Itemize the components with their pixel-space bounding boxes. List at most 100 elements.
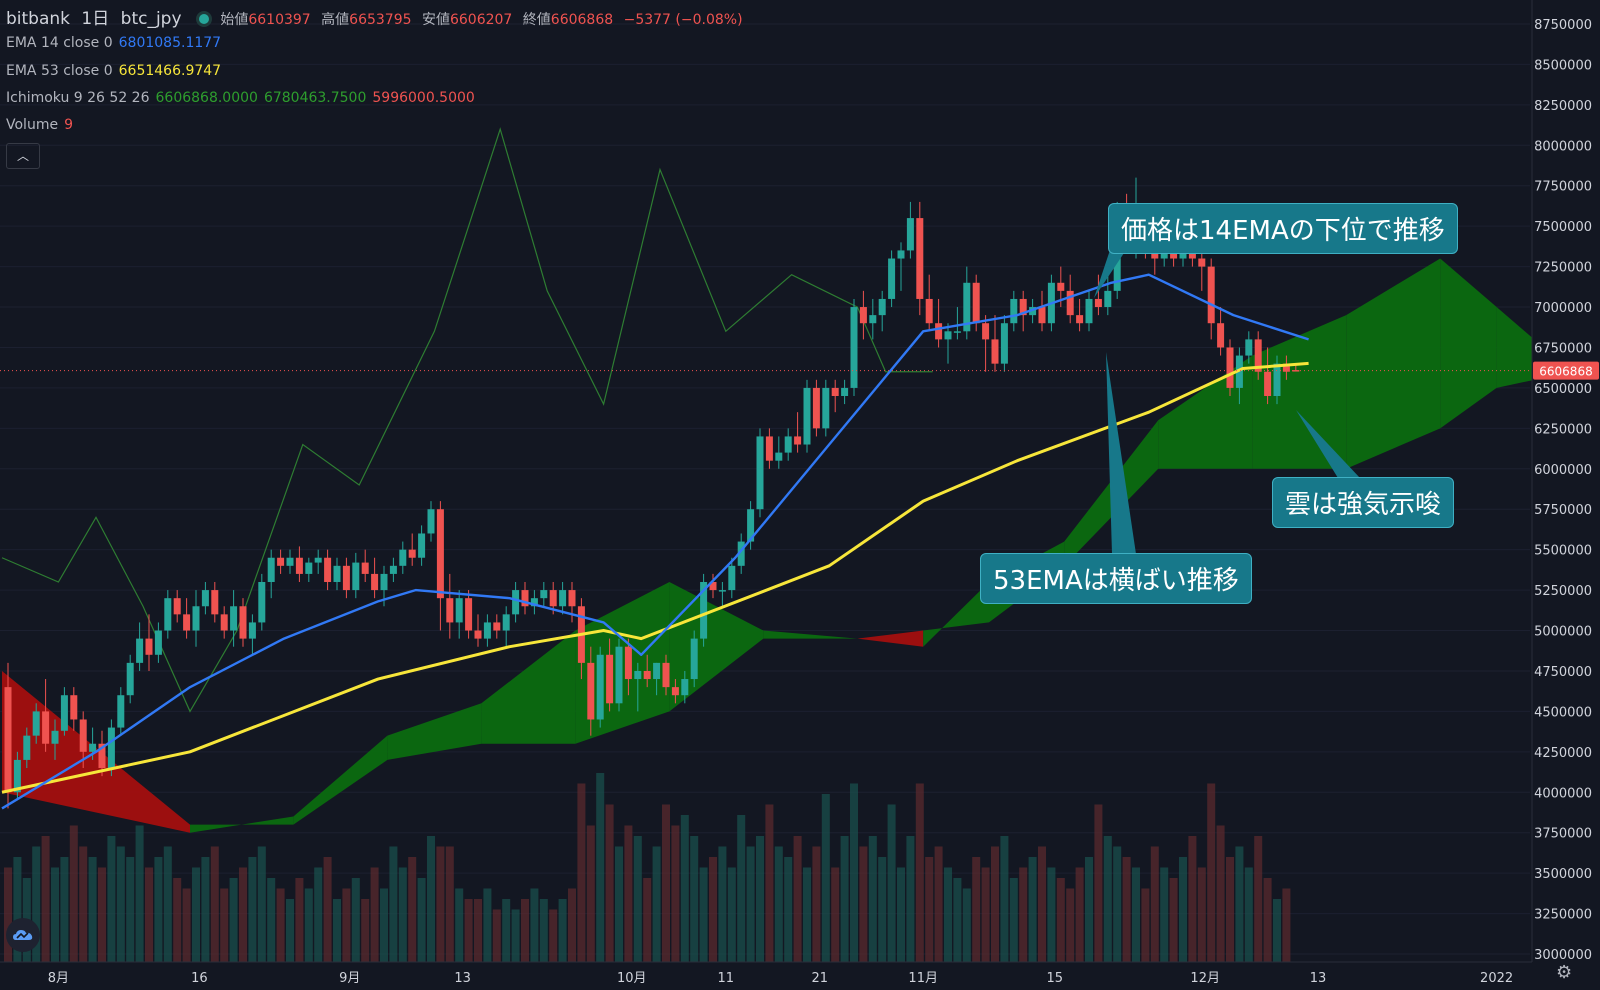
candle-up xyxy=(117,695,125,728)
candle-up xyxy=(737,541,745,566)
ichimoku-value-2: 6780463.7500 xyxy=(263,90,367,106)
symbol-name[interactable]: btc_jpy xyxy=(120,9,182,29)
volume-bar xyxy=(98,867,106,962)
price-tick-label: 7000000 xyxy=(1534,301,1592,316)
tradingview-logo[interactable] xyxy=(6,918,40,952)
volume-bar xyxy=(1263,878,1272,962)
exchange-name[interactable]: bitbank xyxy=(6,9,71,29)
candle-down xyxy=(982,323,990,340)
ichimoku-lagging-span xyxy=(1,127,933,713)
price-tick-label: 8000000 xyxy=(1534,139,1592,154)
candle-up xyxy=(333,565,341,582)
callout-ema14: 価格は14EMAの下位で推移 xyxy=(1108,203,1458,254)
volume-bars xyxy=(4,773,1291,962)
candle-down xyxy=(1057,282,1065,291)
volume-bar xyxy=(1009,878,1018,962)
price-tick-label: 4500000 xyxy=(1534,705,1592,720)
volume-bar xyxy=(944,867,952,962)
time-axis: 8月 16 9月 13 10月 11 21 11月 15 12月 13 2022 xyxy=(0,961,1532,986)
cloud-segment xyxy=(857,630,924,647)
candle-up xyxy=(399,549,407,566)
price-tick-label: 3250000 xyxy=(1534,908,1592,923)
collapse-legend-button[interactable]: ︿ xyxy=(6,143,40,169)
volume-bar xyxy=(239,867,247,962)
volume-bar xyxy=(605,804,614,962)
volume-bar xyxy=(774,846,783,962)
volume-bar xyxy=(831,867,840,962)
volume-bar xyxy=(1094,804,1103,962)
low-value: 6606207 xyxy=(449,12,513,28)
candle-down xyxy=(211,590,219,615)
cloud-segment xyxy=(293,735,388,825)
interval-label[interactable]: 1日 xyxy=(81,9,110,29)
candle-down xyxy=(324,557,332,582)
candle-up xyxy=(107,727,115,768)
candle-up xyxy=(530,598,538,607)
volume-bar xyxy=(1000,836,1009,962)
candle-down xyxy=(1066,290,1074,316)
candle-down xyxy=(549,590,557,607)
volume-bar xyxy=(727,867,736,962)
volume-bar xyxy=(1273,899,1281,962)
price-tick-label: 5500000 xyxy=(1534,544,1592,559)
candle-up xyxy=(164,598,172,631)
volume-bar xyxy=(652,846,661,962)
volume-bar xyxy=(408,857,417,962)
volume-bar xyxy=(981,867,990,962)
volume-bar xyxy=(1235,846,1244,962)
ichimoku-legend[interactable]: Ichimoku 9 26 52 26 6606868.0000 6780463.7… xyxy=(6,90,481,106)
volume-bar xyxy=(812,846,821,962)
candle-down xyxy=(1198,258,1206,267)
volume-bar xyxy=(398,867,407,962)
callout-ema53: 53EMAは横ばい推移 xyxy=(980,553,1252,604)
candle-up xyxy=(747,509,755,542)
volume-bar xyxy=(389,846,398,962)
candle-down xyxy=(446,598,454,623)
candle-down xyxy=(859,307,867,324)
candle-down xyxy=(408,549,416,558)
candle-up xyxy=(728,565,736,591)
volume-bar xyxy=(1075,867,1084,962)
ema53-legend[interactable]: EMA 53 close 0 6651466.9747 xyxy=(6,63,227,79)
time-tick-label: 2022 xyxy=(1480,971,1513,986)
price-tick-label: 8750000 xyxy=(1534,18,1592,33)
candle-up xyxy=(60,695,68,731)
volume-bar xyxy=(135,825,144,962)
time-tick-label: 16 xyxy=(191,971,208,986)
volume-legend[interactable]: Volume 9 xyxy=(6,117,79,133)
volume-bar xyxy=(445,846,454,962)
candle-down xyxy=(1151,250,1159,259)
volume-bar xyxy=(1150,846,1159,962)
candle-up xyxy=(192,606,200,631)
volume-bar xyxy=(1047,867,1056,962)
candle-down xyxy=(342,565,350,591)
volume-bar xyxy=(765,804,774,962)
candle-down xyxy=(624,646,632,680)
candle-down xyxy=(1217,323,1225,348)
candle-up xyxy=(878,298,886,316)
volume-bar xyxy=(1028,857,1037,962)
candle-up xyxy=(944,331,952,340)
callout-pointers xyxy=(1094,244,1360,554)
high-label: 高値 xyxy=(321,12,350,28)
candle-up xyxy=(869,315,877,324)
time-tick-label: 21 xyxy=(812,971,829,986)
candle-down xyxy=(916,218,924,299)
ema53-value: 6651466.9747 xyxy=(118,63,222,79)
candle-down xyxy=(1282,363,1290,372)
volume-bar xyxy=(182,888,191,962)
candle-down xyxy=(831,387,839,396)
ema14-value: 6801085.1177 xyxy=(118,35,222,51)
volume-bar xyxy=(154,857,163,962)
volume-bar xyxy=(643,878,652,962)
gear-icon[interactable]: ⚙ xyxy=(1556,962,1573,983)
volume-bar xyxy=(1179,857,1187,962)
volume-bar xyxy=(821,794,830,962)
ema14-legend[interactable]: EMA 14 close 0 6801085.1177 xyxy=(6,35,227,51)
volume-bar xyxy=(1113,846,1122,962)
candle-up xyxy=(888,258,896,299)
volume-bar xyxy=(690,836,699,962)
candle-up xyxy=(803,387,811,445)
candle-up xyxy=(1104,290,1112,308)
volume-bar xyxy=(934,846,943,962)
